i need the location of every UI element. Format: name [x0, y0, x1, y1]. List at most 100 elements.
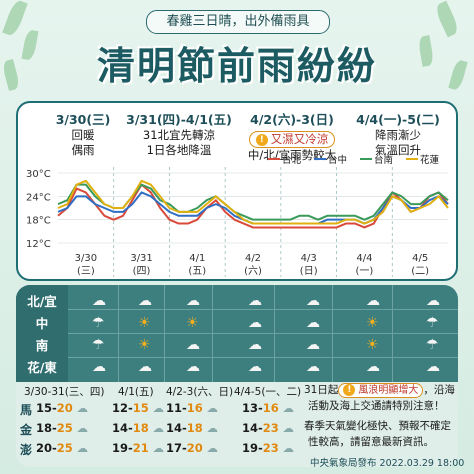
- cloud-icon: ☁: [72, 401, 88, 415]
- island-temp: 17-20 ☁: [166, 441, 218, 455]
- island-temp: 18-25 ☁: [36, 421, 88, 435]
- cloud-icon: ☁: [202, 441, 218, 455]
- warning-text: 又濕又冷涼: [270, 132, 329, 146]
- cloud-icon: ☁: [148, 421, 164, 435]
- period-desc: 1日各地降溫: [146, 143, 212, 157]
- temp-low: 19: [112, 441, 129, 455]
- region-label: 中: [35, 316, 49, 331]
- grid-row-separator: [68, 309, 458, 310]
- warning-text: 風浪明顯增大: [358, 385, 419, 396]
- period-head: 4/4(一)-5(二): [356, 112, 440, 127]
- cloud-icon: ☁: [72, 441, 88, 455]
- island-name: 馬: [20, 403, 33, 417]
- cloud-icon: ☁: [278, 441, 294, 455]
- island-temp: 13-16 ☁: [242, 401, 294, 415]
- temp-separator: -: [52, 401, 57, 415]
- island-temp: 14-18 ☁: [112, 421, 164, 435]
- sun-cloud-icon: ☀: [186, 315, 199, 331]
- temp-separator: -: [182, 421, 187, 435]
- temp-high: 25: [56, 421, 73, 435]
- leaf-decoration: [417, 35, 435, 67]
- subtitle: 春雞三日晴，出外備雨具: [146, 10, 330, 34]
- grid-row-separator: [68, 357, 458, 358]
- x-tick-date: 4/5: [412, 253, 428, 264]
- leaf-decoration: [433, 0, 461, 38]
- leaf-decoration: [21, 29, 39, 61]
- series-line-台北: [57, 183, 449, 229]
- x-tick-date: 4/1: [189, 253, 205, 264]
- sun-cloud-icon: ☀: [366, 315, 379, 331]
- temp-high: 25: [56, 441, 73, 455]
- rain-icon: ☂: [426, 315, 439, 331]
- rain-cloud-icon: ☁: [248, 337, 262, 353]
- temp-separator: -: [258, 401, 263, 415]
- rain-cloud-icon: ☁: [426, 293, 440, 309]
- temp-low: 17: [166, 441, 183, 455]
- sun-cloud-icon: ☀: [138, 337, 151, 353]
- period-desc: 偶雨: [71, 143, 95, 157]
- period-4: 4/4(一)-5(二) 降雨漸少 氣溫回升: [348, 109, 448, 158]
- legend-label: 台中: [328, 154, 347, 166]
- island-name: 金: [20, 423, 33, 437]
- rain-cloud-icon: ☁: [138, 293, 152, 309]
- cloud-icon: ☁: [148, 401, 164, 415]
- region-column: [16, 285, 68, 382]
- temp-high: 20: [56, 401, 73, 415]
- period-head: 4/2(六)-3(日): [250, 112, 334, 127]
- rain-cloud-icon: ☁: [306, 293, 320, 309]
- cloud-icon: ☁: [278, 401, 294, 415]
- rain-cloud-icon: ☁: [248, 315, 262, 331]
- rain-cloud-icon: ☁: [366, 293, 380, 309]
- island-temp: 12-15 ☁: [112, 401, 164, 415]
- notice-text: ，沿海: [423, 384, 455, 396]
- island-temp: 14-18 ☁: [166, 421, 218, 435]
- temp-high: 15: [132, 401, 149, 415]
- y-tick-label: 24°C: [26, 192, 51, 203]
- regional-forecast-grid: 北/宜 中 南 花/東 ☁ ☁ ☁ ☁ ☁ ☁ ☁ ☂ ☀ ☀ ☁ ☁ ☀ ☂ ☂ ☀ ☁ ☁ ☁ ☀ ☂ ☁ ☁ ☁ ☁ ☁ ☁ ☁…: [16, 285, 458, 467]
- rain-cloud-icon: ☁: [92, 293, 106, 309]
- x-tick-date: 4/2: [245, 253, 261, 264]
- x-tick-date: 4/4: [356, 253, 372, 264]
- temp-high: 23: [262, 421, 279, 435]
- x-tick-dow: (日): [300, 266, 318, 277]
- island-period-head: 4/1(五): [118, 386, 154, 398]
- temp-high: 18: [186, 421, 203, 435]
- sun-cloud-icon: ☀: [138, 315, 151, 331]
- temp-separator: -: [182, 441, 187, 455]
- legend-label: 台北: [282, 154, 302, 166]
- temp-low: 18: [36, 421, 53, 435]
- grid-row-separator: [68, 333, 458, 334]
- island-temp: 19-21 ☁: [112, 441, 164, 455]
- rain-icon: ☂: [92, 337, 105, 353]
- notice-line-3: 春季天氣變化極快、預報不確定: [304, 420, 451, 432]
- x-tick-date: 3/31: [130, 253, 152, 264]
- period-head: 3/31(四)-4/1(五): [126, 112, 232, 127]
- rain-icon: ☂: [92, 315, 105, 331]
- temp-separator: -: [52, 421, 57, 435]
- temp-low: 19: [242, 441, 259, 455]
- legend-label: 台南: [374, 154, 393, 166]
- temp-high: 16: [262, 401, 279, 415]
- rain-icon: ☂: [426, 337, 439, 353]
- page-title: 清明節前雨紛紛: [96, 43, 377, 88]
- temperature-chart: 30°C24°C18°C12°C3/30(三)3/31(四)4/1(五)4/2(…: [26, 154, 449, 277]
- leaf-decoration: [448, 58, 468, 92]
- warning-badge: ! 風浪明顯增大: [338, 383, 424, 398]
- period-desc: 31北宜先轉涼: [142, 128, 216, 142]
- island-period-head: 4/2-3(六、日): [166, 386, 234, 398]
- temp-low: 20: [36, 441, 53, 455]
- notice-line-2: 活動及海上交通請特別注意！: [308, 400, 445, 412]
- notice-text: 31日起: [304, 384, 339, 396]
- x-tick-dow: (三): [77, 266, 95, 277]
- rain-cloud-icon: ☁: [366, 359, 380, 375]
- rain-cloud-icon: ☁: [426, 359, 440, 375]
- cloud-icon: ☁: [202, 421, 218, 435]
- notice-line-1: 31日起! 風浪明顯增大 ，沿海: [304, 383, 455, 398]
- leaf-decoration: [2, 0, 28, 38]
- exclamation-icon: !: [343, 384, 356, 396]
- island-temp: 20-25 ☁: [36, 441, 88, 455]
- region-label: 花/東: [27, 360, 57, 375]
- temp-separator: -: [182, 401, 187, 415]
- rain-cloud-icon: ☁: [306, 359, 320, 375]
